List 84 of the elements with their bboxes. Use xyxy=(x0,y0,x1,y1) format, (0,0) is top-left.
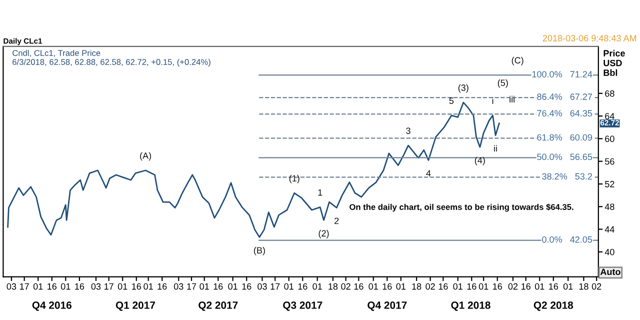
y-tick-label: 68 xyxy=(605,90,614,97)
x-tick-label: 16 xyxy=(158,283,167,290)
ref-line-label: 38.2% 53.2 xyxy=(542,173,592,180)
annotation: 1 xyxy=(318,189,322,196)
x-tick-label: 03 xyxy=(258,283,267,290)
x-tick-label: 16 xyxy=(438,283,448,290)
x2-tick-label: Q1 2018 xyxy=(451,302,490,311)
y-tick-label: 48 xyxy=(604,204,614,210)
annotation: (A) xyxy=(140,152,152,161)
annotation: (B) xyxy=(254,246,265,256)
annotation: (C) xyxy=(512,56,524,66)
x-tick-label: 02 xyxy=(341,283,350,290)
annotation: i xyxy=(492,97,494,104)
x-tick-label: 16 xyxy=(522,283,530,290)
x-tick-label: 16 xyxy=(493,283,502,290)
annotation: On the daily chart, oil seems to be rising towards $64.35. xyxy=(350,204,574,212)
x-tick-label: 16 xyxy=(354,283,364,290)
x-tick-label: 18 xyxy=(579,283,588,290)
x-tick-label: 01 xyxy=(118,283,128,290)
x-tick-label: 16 xyxy=(467,283,476,290)
x-tick-label: 01 xyxy=(534,283,544,290)
annotation: (5) xyxy=(498,79,508,88)
x-tick-label: 02 xyxy=(592,283,602,290)
annotation: 2 xyxy=(334,218,339,224)
x2-tick-label: Q3 2017 xyxy=(283,302,322,311)
x-tick-label: 16 xyxy=(132,283,142,290)
y-tick-label: 40 xyxy=(604,248,614,256)
annotation: ii xyxy=(494,145,497,152)
annotation: 5 xyxy=(449,98,454,104)
x-tick-label: 01 xyxy=(453,283,462,290)
x-tick-label: 16 xyxy=(75,283,84,290)
x2-tick-label: Q1 2017 xyxy=(116,302,155,311)
ref-line-label: 100.0% 71.24 xyxy=(532,71,592,78)
annotation: (3) xyxy=(458,84,468,93)
x-tick-label: 01 xyxy=(33,283,43,290)
x-tick-label: 01 xyxy=(478,283,488,290)
annotation: (2) xyxy=(318,230,329,238)
y-tick-label: 56 xyxy=(605,158,614,165)
x-tick-label: 17 xyxy=(187,283,196,290)
x-tick-label: 01 xyxy=(563,283,573,290)
x-tick-label: 03 xyxy=(91,283,101,290)
x-tick-label: 16 xyxy=(382,283,392,290)
x-tick-label: 16 xyxy=(242,283,252,290)
annotation: (4) xyxy=(474,156,485,166)
x-tick-label: 02 xyxy=(426,283,435,290)
x2-tick-label: Q2 2017 xyxy=(198,302,238,311)
ref-line-label: 0.0% 42.05 xyxy=(542,236,592,243)
text: 2018-03-06 9:48:43 AM xyxy=(542,35,636,42)
x2-tick-label: Q2 2018 xyxy=(534,302,574,311)
x-tick-label: 18 xyxy=(412,283,422,290)
ref-line-label: 61.8% 60.09 xyxy=(537,134,592,141)
x-tick-label: 17 xyxy=(270,283,280,290)
annotation: 3 xyxy=(406,128,410,134)
x-tick-label: 16 xyxy=(214,283,223,290)
x-tick-label: 01 xyxy=(368,283,378,290)
x-tick-label: 17 xyxy=(104,283,114,290)
x2-tick-label: Q4 2016 xyxy=(32,302,72,311)
x-tick-label: 01 xyxy=(60,283,70,290)
x-tick-label: 01 xyxy=(200,283,209,290)
y-tick-label: 60 xyxy=(605,136,614,142)
x-tick-label: 18 xyxy=(328,283,338,290)
x-tick-label: 17 xyxy=(20,283,29,290)
ref-line-label: 76.4% 64.35 xyxy=(537,110,592,116)
annotation: 4 xyxy=(426,170,431,176)
x-tick-label: 01 xyxy=(228,283,238,290)
y-tick-label: 52 xyxy=(605,180,614,188)
ref-line-label: 50.0% 56.65 xyxy=(537,154,592,160)
x2-tick-label: Q4 2017 xyxy=(368,302,407,311)
x-tick-label: 16 xyxy=(48,283,57,290)
y-tick-label: 64 xyxy=(605,112,614,120)
y-tick-label: 44 xyxy=(604,226,614,233)
y-axis-title: Price USD Bbl xyxy=(604,50,625,76)
x-tick-label: 01 xyxy=(396,283,406,290)
x-tick-label: 01 xyxy=(312,283,322,290)
x-tick-label: 03 xyxy=(174,283,184,290)
x-tick-label: 01 xyxy=(144,283,153,290)
x-tick-label: 16 xyxy=(298,283,308,290)
text: Auto xyxy=(600,268,620,276)
x-tick-label: 01 xyxy=(284,283,294,290)
text: Cndl, CLc1, Trade Price 6/3/2018, 62.58, 62.88, 62.58, 62.72, +0.15, (+0.24%) xyxy=(12,50,210,67)
x-tick-label: 02 xyxy=(508,283,518,290)
ref-line-label: 86.4% 67.27 xyxy=(537,94,592,100)
x-tick-label: 16 xyxy=(549,283,558,290)
x-tick-label: 03 xyxy=(6,283,16,290)
